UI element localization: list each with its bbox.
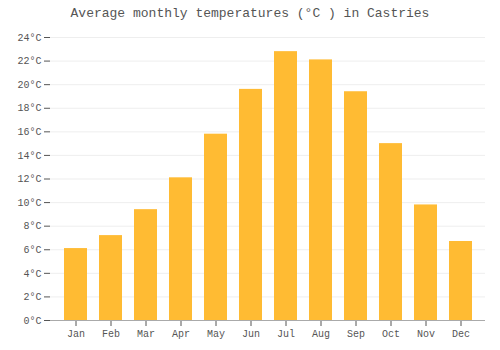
svg-text:14°C: 14°C — [17, 151, 41, 162]
svg-text:2°C: 2°C — [23, 292, 41, 303]
svg-text:Feb: Feb — [102, 329, 120, 340]
svg-text:18°C: 18°C — [17, 103, 41, 114]
svg-text:Apr: Apr — [172, 329, 190, 340]
svg-text:Sep: Sep — [347, 329, 365, 340]
svg-text:Aug: Aug — [312, 329, 330, 340]
svg-text:6°C: 6°C — [23, 245, 41, 256]
svg-text:22°C: 22°C — [17, 56, 41, 67]
svg-text:Jul: Jul — [277, 329, 295, 340]
svg-text:10°C: 10°C — [17, 198, 41, 209]
html-text:Average monthly temperatures (: Average monthly temperatures (°C ) in Ca… — [70, 6, 430, 21]
svg-text:0°C: 0°C — [23, 316, 41, 327]
svg-text:Mar: Mar — [137, 329, 155, 340]
svg-text:Jun: Jun — [242, 329, 260, 340]
svg-text:Nov: Nov — [417, 329, 435, 340]
svg-text:8°C: 8°C — [23, 221, 41, 232]
svg-text:16°C: 16°C — [17, 127, 41, 138]
svg-text:May: May — [207, 329, 225, 340]
svg-text:Dec: Dec — [452, 329, 470, 340]
svg-text:4°C: 4°C — [23, 269, 41, 280]
svg-text:Oct: Oct — [382, 329, 400, 340]
svg-text:24°C: 24°C — [17, 33, 41, 44]
svg-text:Jan: Jan — [67, 329, 85, 340]
svg-text:12°C: 12°C — [17, 174, 41, 185]
svg-text:20°C: 20°C — [17, 80, 41, 91]
